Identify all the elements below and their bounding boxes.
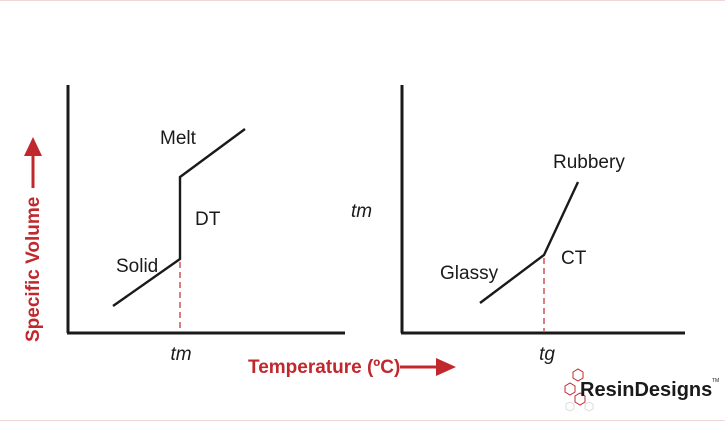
y-axis-title: Specific Volume <box>23 197 44 342</box>
label-dt: DT <box>195 209 221 230</box>
label-tm-tick: tm <box>170 344 191 365</box>
label-melt: Melt <box>160 128 197 149</box>
x-axis-arrow <box>400 358 456 376</box>
label-tm-floating: tm <box>351 201 372 222</box>
right-volume-curve <box>479 181 580 304</box>
right-chart: Rubbery CT Glassy tg <box>400 85 685 365</box>
resin-designs-logo: ResinDesigns TM <box>564 368 719 412</box>
left-volume-curve <box>112 128 246 307</box>
y-axis-arrow <box>24 137 42 188</box>
left-chart: Melt DT Solid tm <box>66 85 345 365</box>
label-rubbery: Rubbery <box>553 152 625 173</box>
label-solid: Solid <box>116 256 158 277</box>
label-tg-tick: tg <box>539 344 555 365</box>
x-axis-title: Temperature (ºC) <box>248 357 400 378</box>
hexagon-logo-icon <box>564 368 594 412</box>
logo-trademark: TM <box>712 378 719 384</box>
label-ct: CT <box>561 248 587 269</box>
logo-wordmark: ResinDesigns <box>580 379 712 401</box>
label-glassy: Glassy <box>440 263 499 284</box>
top-border <box>0 0 725 1</box>
